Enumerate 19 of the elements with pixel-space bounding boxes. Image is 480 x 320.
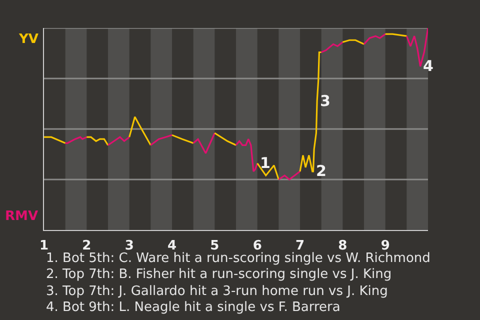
x-tick-label: 2 [82,238,92,254]
text: 1. Bot 5th: C. Ware hit a run-scoring single vs W. Richmond [46,251,430,266]
annotation: 4 [423,57,434,75]
x-tick-label: 9 [380,238,390,254]
x-tick-label: 4 [167,238,177,254]
x-tick-label: 3 [124,238,134,254]
text: RMV [5,209,38,224]
x-tick-label: 1 [39,238,49,254]
x-tick-label: 7 [295,238,305,254]
text: 3. Top 7th: J. Gallardo hit a 3-run home run vs J. King [46,284,388,299]
text: 4. Bot 9th: L. Neagle hit a single vs F. Barrera [46,300,340,315]
text: 2. Top 7th: B. Fisher hit a run-scoring single vs J. King [46,267,392,282]
x-tick-label: 8 [338,238,348,254]
x-tick-label: 6 [252,238,262,254]
x-tick-label: 5 [210,238,220,254]
text: YV [18,32,38,47]
annotation: 3 [320,92,330,110]
annotation: 1 [260,154,270,172]
annotation: 2 [316,162,326,180]
